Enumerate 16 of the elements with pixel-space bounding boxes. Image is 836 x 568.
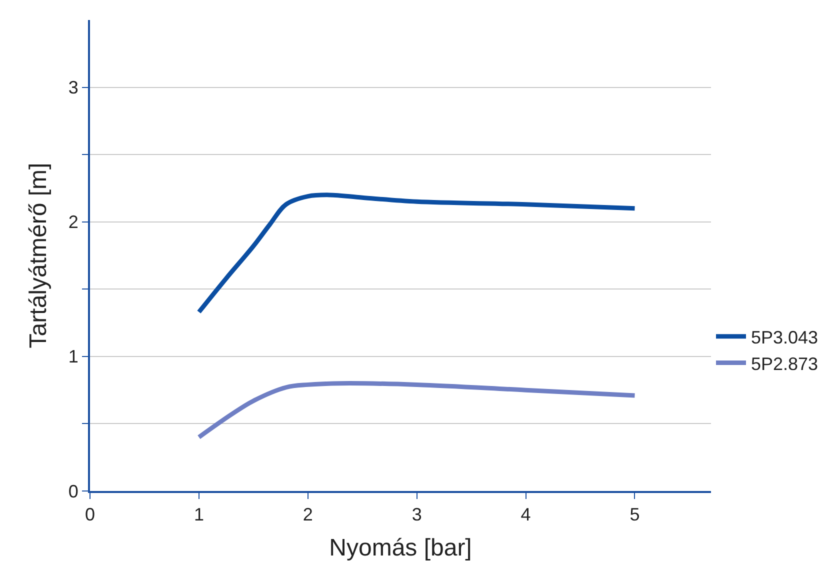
x-tick-label: 3 xyxy=(412,504,422,525)
x-tick-label: 5 xyxy=(630,504,640,525)
legend-label: 5P3.043 xyxy=(751,327,818,348)
legend-label: 5P2.873 xyxy=(751,354,818,374)
y-tick-label: 1 xyxy=(68,346,78,367)
y-axis-title: Tartályátmérő [m] xyxy=(24,162,52,348)
x-tick-label: 4 xyxy=(520,504,531,525)
y-tick-label: 3 xyxy=(68,78,78,98)
y-tick-label: 2 xyxy=(68,212,78,232)
x-tick-label: 2 xyxy=(302,504,313,525)
x-tick-label: 0 xyxy=(84,504,96,525)
y-tick-label: 0 xyxy=(68,481,78,502)
x-axis-title: Nyomás [bar] xyxy=(329,534,472,562)
x-tick-label: 1 xyxy=(194,504,204,525)
line-series xyxy=(196,381,637,440)
line-series xyxy=(196,192,637,314)
